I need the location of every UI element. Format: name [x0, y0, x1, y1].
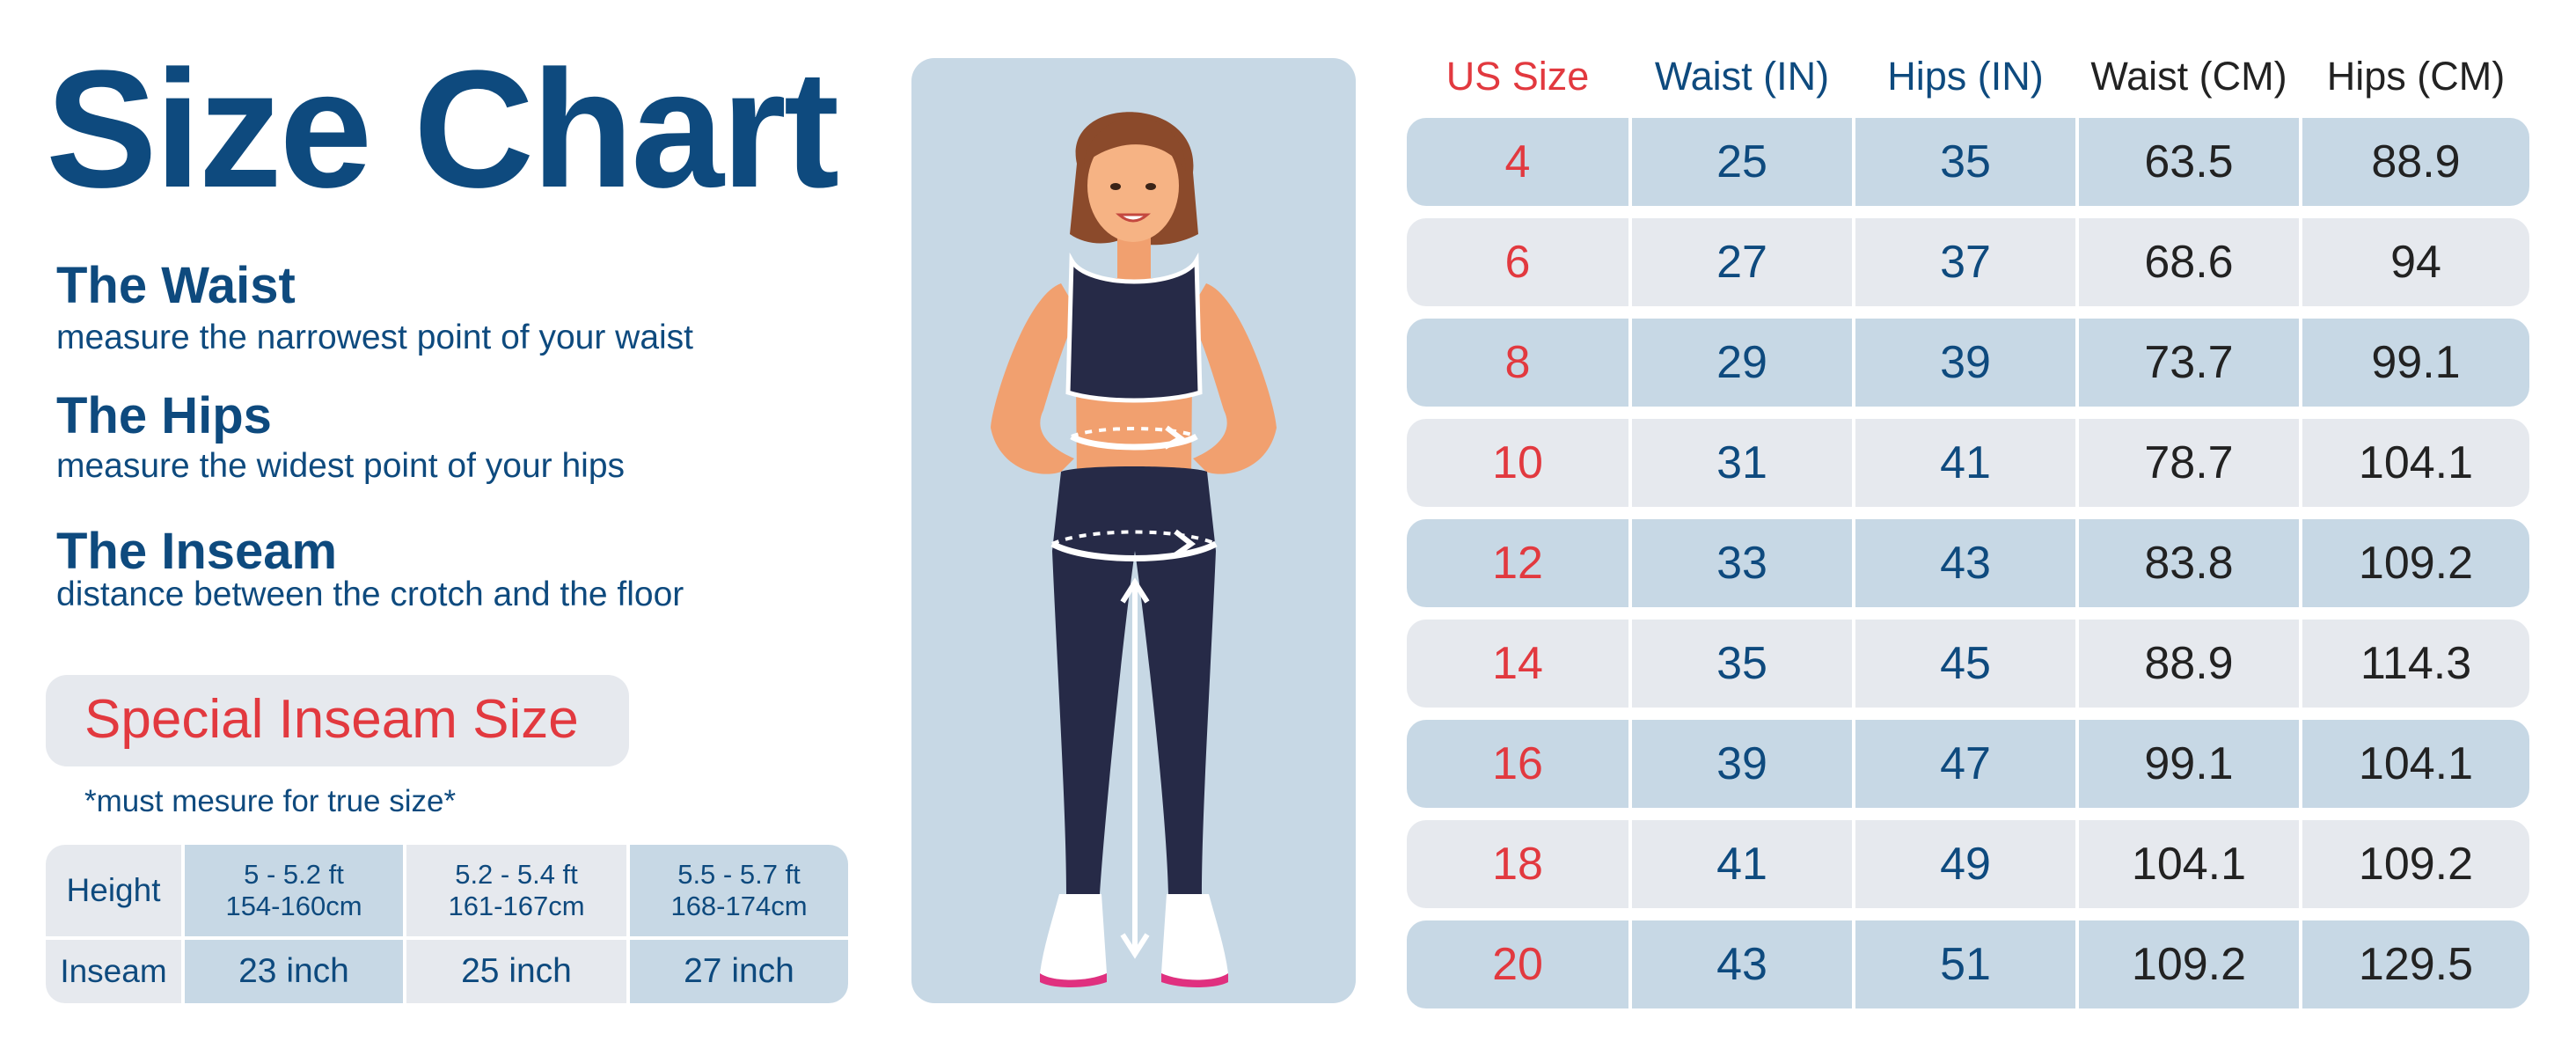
hips-in-cell: 51	[1852, 920, 2075, 1008]
special-inseam-title: Special Inseam Size	[84, 689, 579, 750]
waist-cm-cell: 63.5	[2075, 118, 2299, 206]
height-ft: 5.5 - 5.7 ft	[677, 859, 801, 891]
model-illustration-panel	[911, 58, 1356, 1003]
table-row: 18 41 49 104.1 109.2	[1407, 820, 2529, 908]
special-inseam-table: Height 5 - 5.2 ft 154-160cm 5.2 - 5.4 ft…	[46, 845, 848, 1003]
height-cm: 161-167cm	[448, 891, 585, 921]
us-size-cell: 16	[1492, 738, 1543, 789]
height-cm: 168-174cm	[670, 891, 808, 921]
inseam-heading: The Inseam	[56, 523, 338, 580]
waist-in-cell: 25	[1628, 118, 1852, 206]
hips-description: measure the widest point of your hips	[56, 447, 626, 485]
waist-in-cell: 39	[1628, 720, 1852, 808]
waist-cm-cell: 109.2	[2075, 920, 2299, 1008]
inseam-value: 23 inch	[238, 951, 349, 990]
inseam-row-label: Inseam	[46, 936, 181, 1003]
waist-in-cell: 31	[1628, 419, 1852, 507]
hips-in-cell: 49	[1852, 820, 2075, 908]
inseam-description: distance between the crotch and the floo…	[56, 576, 684, 613]
waist-cm-cell: 104.1	[2075, 820, 2299, 908]
hips-cm-cell: 114.3	[2299, 620, 2529, 708]
header-waist-in: Waist (IN)	[1654, 53, 1830, 99]
page-title: Size Chart	[46, 36, 839, 223]
hips-in-cell: 43	[1852, 519, 2075, 607]
hips-heading: The Hips	[56, 387, 272, 444]
table-row: 14 35 45 88.9 114.3	[1407, 620, 2529, 708]
us-size-cell: 8	[1504, 337, 1531, 388]
height-cm: 154-160cm	[225, 891, 362, 921]
header-hips-in: Hips (IN)	[1887, 53, 2044, 99]
hips-in-cell: 39	[1852, 319, 2075, 407]
waist-in-cell: 41	[1628, 820, 1852, 908]
height-row-label: Height	[46, 845, 181, 936]
inseam-cell: 25 inch	[403, 936, 626, 1003]
inseam-value: 27 inch	[684, 951, 794, 990]
height-cell: 5 - 5.2 ft 154-160cm	[181, 845, 403, 936]
hips-cm-cell: 104.1	[2299, 720, 2529, 808]
hips-cm-cell: 129.5	[2299, 920, 2529, 1008]
waist-in-cell: 33	[1628, 519, 1852, 607]
header-waist-cm: Waist (CM)	[2090, 53, 2287, 99]
inseam-cell: 23 inch	[181, 936, 403, 1003]
hips-cm-cell: 99.1	[2299, 319, 2529, 407]
waist-description: measure the narrowest point of your wais…	[56, 319, 694, 356]
height-cell: 5.5 - 5.7 ft 168-174cm	[626, 845, 848, 936]
table-row: 4 25 35 63.5 88.9	[1407, 118, 2529, 206]
hips-cm-cell: 104.1	[2299, 419, 2529, 507]
waist-cm-cell: 78.7	[2075, 419, 2299, 507]
table-row: 12 33 43 83.8 109.2	[1407, 519, 2529, 607]
waist-in-cell: 35	[1628, 620, 1852, 708]
waist-in-cell: 29	[1628, 319, 1852, 407]
us-size-cell: 14	[1492, 638, 1543, 689]
inseam-value: 25 inch	[461, 951, 572, 990]
waist-cm-cell: 88.9	[2075, 620, 2299, 708]
height-cell: 5.2 - 5.4 ft 161-167cm	[403, 845, 626, 936]
us-size-cell: 18	[1492, 839, 1543, 890]
waist-heading: The Waist	[56, 257, 296, 314]
table-row: 8 29 39 73.7 99.1	[1407, 319, 2529, 407]
hips-in-cell: 45	[1852, 620, 2075, 708]
height-ft: 5 - 5.2 ft	[244, 859, 344, 891]
table-row: 20 43 51 109.2 129.5	[1407, 920, 2529, 1008]
table-row: 10 31 41 78.7 104.1	[1407, 419, 2529, 507]
special-inseam-note: *must mesure for true size*	[84, 784, 457, 818]
hips-in-cell: 35	[1852, 118, 2075, 206]
waist-in-cell: 27	[1628, 218, 1852, 306]
hips-cm-cell: 94	[2299, 218, 2529, 306]
header-us-size: US Size	[1445, 53, 1590, 99]
us-size-cell: 4	[1504, 136, 1531, 187]
height-ft: 5.2 - 5.4 ft	[455, 859, 578, 891]
us-size-cell: 12	[1492, 538, 1543, 589]
hips-cm-cell: 88.9	[2299, 118, 2529, 206]
waist-in-cell: 43	[1628, 920, 1852, 1008]
header-hips-cm: Hips (CM)	[2326, 53, 2506, 99]
waist-cm-cell: 99.1	[2075, 720, 2299, 808]
model-illustration	[991, 112, 1277, 987]
hips-cm-cell: 109.2	[2299, 820, 2529, 908]
us-size-cell: 10	[1492, 437, 1543, 488]
inseam-cell: 27 inch	[626, 936, 848, 1003]
us-size-cell: 6	[1504, 237, 1531, 288]
table-row: 6 27 37 68.6 94	[1407, 218, 2529, 306]
special-inseam-badge: Special Inseam Size	[46, 675, 629, 766]
hips-in-cell: 41	[1852, 419, 2075, 507]
hips-cm-cell: 109.2	[2299, 519, 2529, 607]
table-row: 16 39 47 99.1 104.1	[1407, 720, 2529, 808]
waist-cm-cell: 68.6	[2075, 218, 2299, 306]
waist-cm-cell: 83.8	[2075, 519, 2299, 607]
us-size-cell: 20	[1492, 939, 1543, 990]
waist-cm-cell: 73.7	[2075, 319, 2299, 407]
hips-in-cell: 37	[1852, 218, 2075, 306]
hips-in-cell: 47	[1852, 720, 2075, 808]
